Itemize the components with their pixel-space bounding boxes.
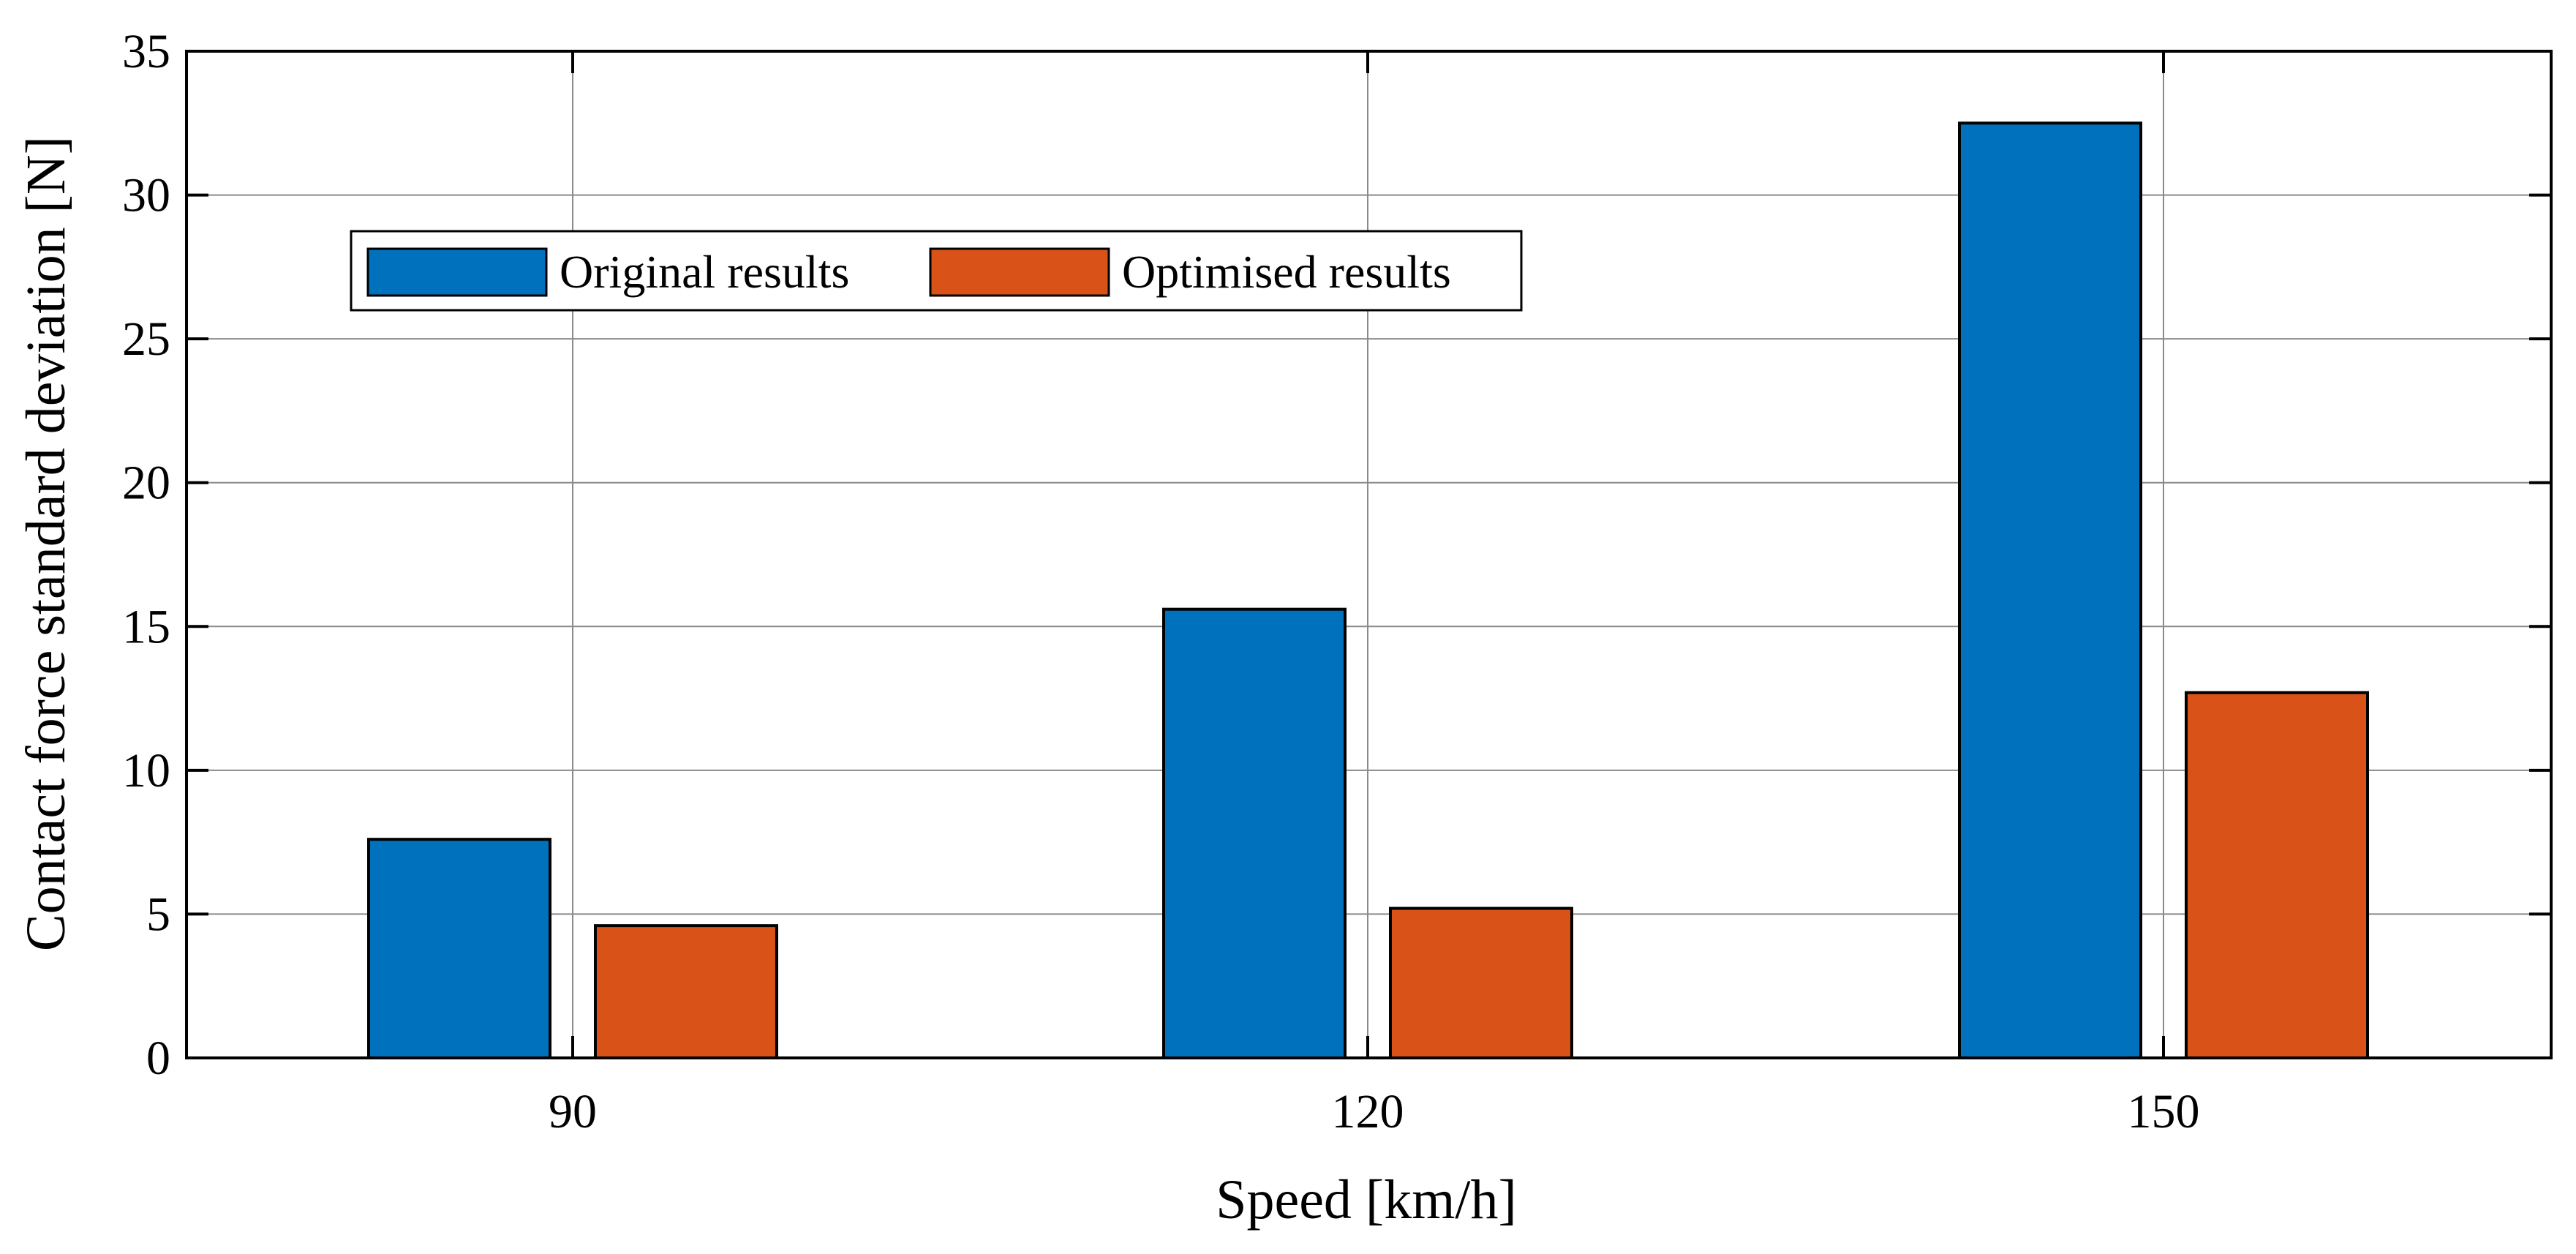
- bar-optimised-150: [2185, 691, 2369, 1059]
- y-tick-label-35: 35: [122, 25, 170, 78]
- y-tick-label-0: 0: [146, 1032, 170, 1085]
- legend: Original results Optimised results: [350, 230, 1523, 312]
- y-tick-label-20: 20: [122, 457, 170, 510]
- bar-optimised-90: [594, 924, 778, 1060]
- y-tick-label-25: 25: [122, 312, 170, 366]
- legend-swatch-optimised: [929, 247, 1110, 297]
- axes: [185, 50, 2553, 1059]
- y-tick-label-30: 30: [122, 169, 170, 222]
- bar-optimised-120: [1389, 906, 1573, 1059]
- y-axis-title: Contact force standard deviation [N]: [15, 136, 77, 951]
- y-tick-label-10: 10: [122, 744, 170, 797]
- legend-swatch-original: [366, 247, 548, 297]
- grid-lines: [187, 51, 2551, 1058]
- x-axis-title: Speed [km/h]: [1216, 1169, 1517, 1231]
- x-tick-label-150: 150: [2128, 1085, 2200, 1138]
- x-tick-label-90: 90: [549, 1085, 597, 1138]
- tick-labels: 0 5 10 15 20 25 30 35 90 120 150: [122, 25, 2200, 1138]
- bars: [367, 121, 2369, 1060]
- legend-label-original: Original results: [560, 246, 849, 298]
- bar-original-150: [1958, 121, 2142, 1059]
- y-tick-label-15: 15: [122, 600, 170, 653]
- bar-original-120: [1162, 607, 1347, 1059]
- y-tick-label-5: 5: [146, 887, 170, 941]
- bar-original-90: [367, 838, 551, 1059]
- legend-label-optimised: Optimised results: [1122, 246, 1451, 298]
- x-tick-label-120: 120: [1332, 1085, 1404, 1138]
